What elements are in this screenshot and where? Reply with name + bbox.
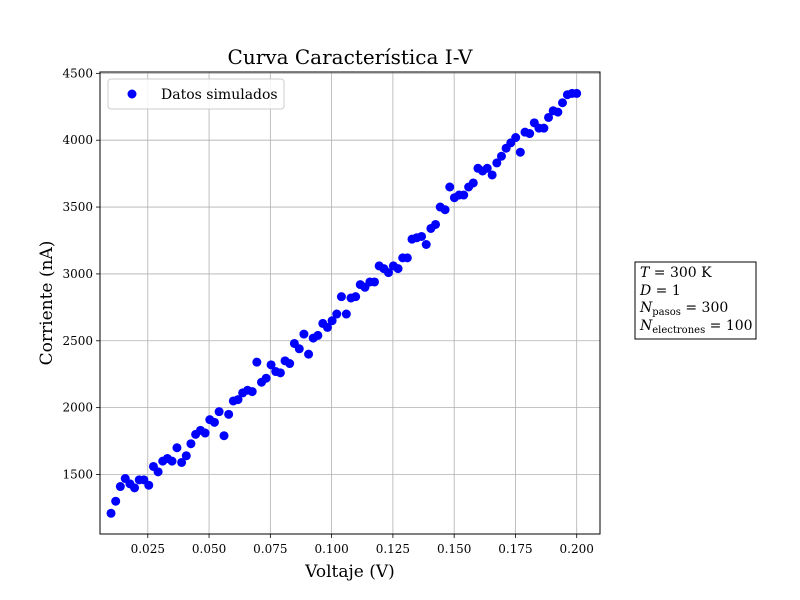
data-point bbox=[294, 344, 304, 354]
data-point bbox=[440, 205, 450, 215]
legend-box bbox=[107, 78, 285, 110]
data-point bbox=[209, 417, 219, 427]
data-point bbox=[487, 170, 497, 180]
data-point bbox=[525, 129, 535, 139]
data-point bbox=[393, 264, 403, 274]
data-point bbox=[539, 123, 549, 133]
y-axis-label: Corriente (nA) bbox=[37, 241, 57, 366]
data-point bbox=[219, 431, 229, 441]
param-electrons: Nelectrones = 100 bbox=[639, 318, 753, 336]
data-point bbox=[558, 98, 567, 108]
data-point bbox=[553, 107, 563, 117]
legend-marker bbox=[127, 89, 137, 99]
y-tick-label: 4500 bbox=[62, 66, 93, 80]
data-point bbox=[468, 178, 478, 188]
data-point bbox=[431, 219, 441, 229]
data-point bbox=[214, 407, 224, 417]
x-tick-label: 0.075 bbox=[253, 542, 287, 556]
data-points bbox=[106, 88, 582, 518]
y-tick-label: 2500 bbox=[62, 334, 93, 348]
y-axis-ticks: 1500 2000 2500 3000 3500 4000 4500 bbox=[62, 66, 100, 481]
x-tick-label: 0.175 bbox=[498, 542, 532, 556]
data-point bbox=[266, 360, 276, 370]
param-temperature: T = 300 K bbox=[640, 265, 712, 281]
grid-lines bbox=[100, 72, 600, 534]
data-point bbox=[177, 457, 187, 467]
data-point bbox=[482, 163, 492, 173]
data-point bbox=[402, 253, 412, 263]
legend: Datos simulados bbox=[107, 78, 285, 110]
data-point bbox=[351, 292, 361, 302]
y-tick-label: 4000 bbox=[62, 133, 93, 147]
data-point bbox=[186, 439, 196, 449]
y-tick-label: 1500 bbox=[62, 467, 93, 481]
x-tick-label: 0.200 bbox=[560, 542, 594, 556]
data-point bbox=[144, 480, 154, 490]
data-point bbox=[304, 349, 314, 359]
data-point bbox=[252, 357, 262, 367]
data-point bbox=[336, 292, 346, 302]
data-point bbox=[172, 443, 182, 453]
data-point bbox=[130, 483, 140, 493]
data-point bbox=[341, 309, 351, 319]
data-point bbox=[153, 467, 163, 477]
data-point bbox=[511, 133, 521, 143]
data-point bbox=[421, 239, 431, 249]
y-tick-label: 3500 bbox=[62, 200, 93, 214]
data-point bbox=[299, 329, 309, 339]
param-diffusion: D = 1 bbox=[639, 283, 681, 299]
data-point bbox=[285, 359, 295, 369]
legend-label: Datos simulados bbox=[161, 87, 278, 103]
data-point bbox=[383, 268, 393, 278]
data-point bbox=[544, 112, 554, 122]
data-point bbox=[445, 182, 455, 192]
data-point bbox=[313, 330, 323, 340]
x-tick-label: 0.125 bbox=[376, 542, 410, 556]
data-point bbox=[370, 277, 380, 287]
data-point bbox=[181, 451, 191, 461]
data-point bbox=[224, 409, 234, 419]
data-point bbox=[417, 231, 427, 241]
parameters-box: T = 300 K D = 1 Npasos = 300 Nelectrones… bbox=[634, 261, 757, 340]
chart-title: Curva Característica I-V bbox=[228, 45, 473, 69]
x-axis-label: Voltaje (V) bbox=[304, 562, 395, 582]
data-point bbox=[111, 496, 121, 506]
data-point bbox=[492, 158, 502, 168]
x-tick-label: 0.100 bbox=[314, 542, 348, 556]
data-point bbox=[322, 322, 332, 332]
data-point bbox=[247, 387, 257, 397]
data-point bbox=[459, 190, 469, 200]
data-point bbox=[115, 482, 125, 492]
data-point bbox=[496, 151, 506, 161]
data-point bbox=[275, 368, 285, 378]
data-point bbox=[167, 456, 177, 466]
x-axis-ticks: 0.025 0.050 0.075 0.100 0.125 0.150 0.175 0.200 bbox=[131, 534, 594, 556]
data-point bbox=[261, 373, 271, 383]
plot-frame bbox=[99, 71, 601, 535]
parameters-frame bbox=[634, 261, 757, 340]
data-point bbox=[515, 147, 525, 157]
data-point bbox=[233, 395, 243, 405]
x-tick-label: 0.150 bbox=[437, 542, 471, 556]
data-point bbox=[572, 88, 582, 98]
y-tick-label: 2000 bbox=[62, 401, 93, 415]
x-tick-label: 0.050 bbox=[192, 542, 226, 556]
y-tick-label: 3000 bbox=[62, 267, 93, 281]
x-tick-label: 0.025 bbox=[131, 542, 165, 556]
data-point bbox=[200, 428, 210, 438]
data-point bbox=[332, 309, 342, 319]
data-point bbox=[106, 508, 116, 518]
data-point bbox=[327, 316, 337, 326]
param-steps: Npasos = 300 bbox=[639, 300, 728, 318]
